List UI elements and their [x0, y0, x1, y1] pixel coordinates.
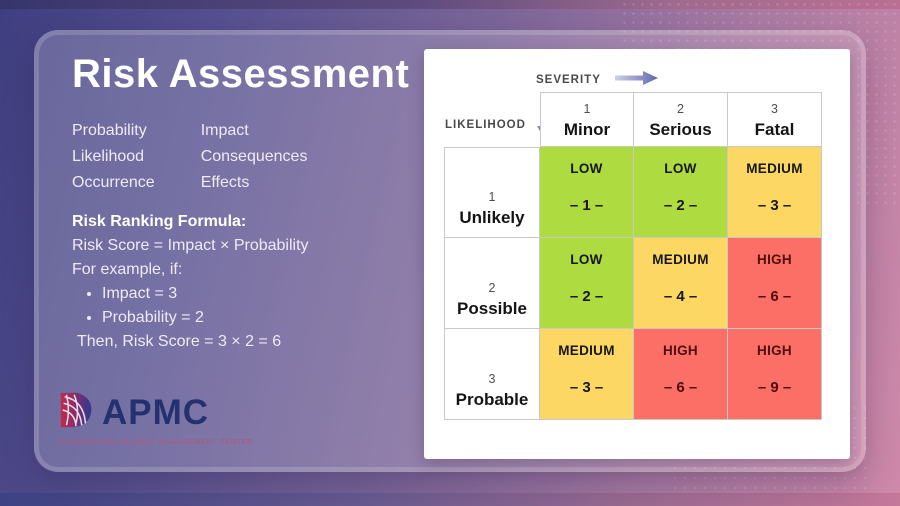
matrix-cell-3-1: MEDIUM – 3 –	[540, 329, 634, 420]
cell-score: – 4 –	[663, 288, 698, 305]
cell-score: – 2 –	[569, 288, 604, 305]
likelihood-label: LIKELIHOOD	[445, 119, 526, 131]
severity-axis: SEVERITY	[536, 70, 659, 91]
column-number: 2	[677, 102, 684, 116]
apmc-logo-row: APMC	[57, 391, 253, 434]
formula-result: Then, Risk Score = 3 × 2 = 6	[77, 333, 282, 350]
cell-score: – 1 –	[569, 197, 604, 214]
cell-score: – 9 –	[757, 379, 792, 396]
formula-block: Risk Ranking Formula: Risk Score = Impac…	[72, 210, 432, 354]
cell-level-label: HIGH	[757, 252, 792, 267]
slide-card: Risk Assessment Probability Likelihood O…	[34, 30, 866, 472]
cell-level-label: MEDIUM	[746, 161, 803, 176]
keyword-item: Occurrence	[72, 174, 155, 191]
column-name: Minor	[563, 120, 611, 139]
matrix-cell-2-1: LOW – 2 –	[540, 238, 634, 329]
row-number: 3	[488, 372, 496, 386]
keyword-column-right: Impact Consequences Effects	[201, 118, 308, 196]
keyword-item: Consequences	[200, 148, 308, 165]
cell-level-label: MEDIUM	[558, 343, 615, 358]
column-number: 1	[583, 102, 591, 116]
keyword-columns: Probability Likelihood Occurrence Impact…	[72, 118, 432, 196]
apmc-logo: APMC AFGHANISTAN PROJECT MANAGEMENT CENT…	[57, 391, 253, 446]
cell-score: – 3 –	[757, 197, 792, 214]
cell-level-label: MEDIUM	[652, 252, 709, 267]
cell-level-label: LOW	[570, 161, 603, 176]
matrix-cell-2-2: MEDIUM – 4 –	[634, 238, 728, 329]
bottom-edge-strip	[0, 493, 900, 506]
matrix-row-header-unlikely: 1 Unlikely	[444, 147, 540, 238]
cell-score: – 6 –	[663, 379, 698, 396]
formula-heading: Risk Ranking Formula:	[72, 213, 247, 230]
matrix-cell-2-3: HIGH – 6 –	[728, 238, 822, 329]
cell-level-label: LOW	[664, 161, 697, 176]
matrix-column-header-minor: 1 Minor	[540, 92, 634, 147]
formula-line-1: Risk Score = Impact × Probability	[72, 237, 309, 254]
globe-logo-icon	[57, 391, 95, 434]
keyword-item: Effects	[200, 174, 250, 191]
apmc-tagline: AFGHANISTAN PROJECT MANAGEMENT CENTER	[57, 437, 253, 446]
top-edge-strip	[0, 0, 900, 9]
matrix-cell-1-3: MEDIUM – 3 –	[728, 147, 822, 238]
matrix-cell-3-3: HIGH – 9 –	[728, 329, 822, 420]
apmc-logo-text: APMC	[102, 392, 210, 432]
column-name: Serious	[649, 120, 712, 139]
keyword-item: Impact	[200, 122, 249, 139]
formula-bullet: Probability = 2	[102, 306, 432, 330]
cell-level-label: HIGH	[663, 343, 698, 358]
keyword-column-left: Probability Likelihood Occurrence	[72, 118, 155, 196]
matrix-row-header-possible: 2 Possible	[444, 238, 540, 329]
row-name: Probable	[455, 390, 529, 409]
row-name: Possible	[457, 299, 527, 318]
severity-label: SEVERITY	[536, 74, 601, 86]
formula-line-2: For example, if:	[72, 261, 183, 278]
matrix-cell-3-2: HIGH – 6 –	[634, 329, 728, 420]
risk-matrix-table: 1 Minor 2 Serious 3 Fatal 1 Unlikely LOW…	[444, 92, 822, 420]
cell-score: – 3 –	[569, 379, 604, 396]
matrix-row-header-probable: 3 Probable	[444, 329, 540, 420]
matrix-cell-1-2: LOW – 2 –	[634, 147, 728, 238]
keyword-item: Likelihood	[72, 148, 145, 165]
formula-bullet-list: Impact = 3 Probability = 2	[72, 282, 432, 330]
matrix-column-header-fatal: 3 Fatal	[728, 92, 822, 147]
column-number: 3	[771, 102, 778, 116]
keyword-item: Probability	[72, 122, 147, 139]
formula-bullet: Impact = 3	[102, 282, 432, 306]
cell-level-label: HIGH	[757, 343, 792, 358]
cell-score: – 2 –	[663, 197, 698, 214]
column-name: Fatal	[754, 120, 795, 139]
row-name: Unlikely	[459, 208, 525, 227]
matrix-column-header-serious: 2 Serious	[634, 92, 728, 147]
cell-level-label: LOW	[570, 252, 603, 267]
arrow-right-icon	[614, 70, 659, 91]
matrix-cell-1-1: LOW – 1 –	[540, 147, 634, 238]
risk-matrix-panel: SEVERITY LIKELIHOOD	[424, 49, 850, 459]
matrix-corner-spacer	[444, 92, 540, 147]
slide-text-column: Risk Assessment Probability Likelihood O…	[72, 30, 432, 354]
row-number: 2	[488, 281, 496, 295]
row-number: 1	[488, 190, 496, 204]
cell-score: – 6 –	[757, 288, 792, 305]
page-title: Risk Assessment	[72, 52, 410, 96]
